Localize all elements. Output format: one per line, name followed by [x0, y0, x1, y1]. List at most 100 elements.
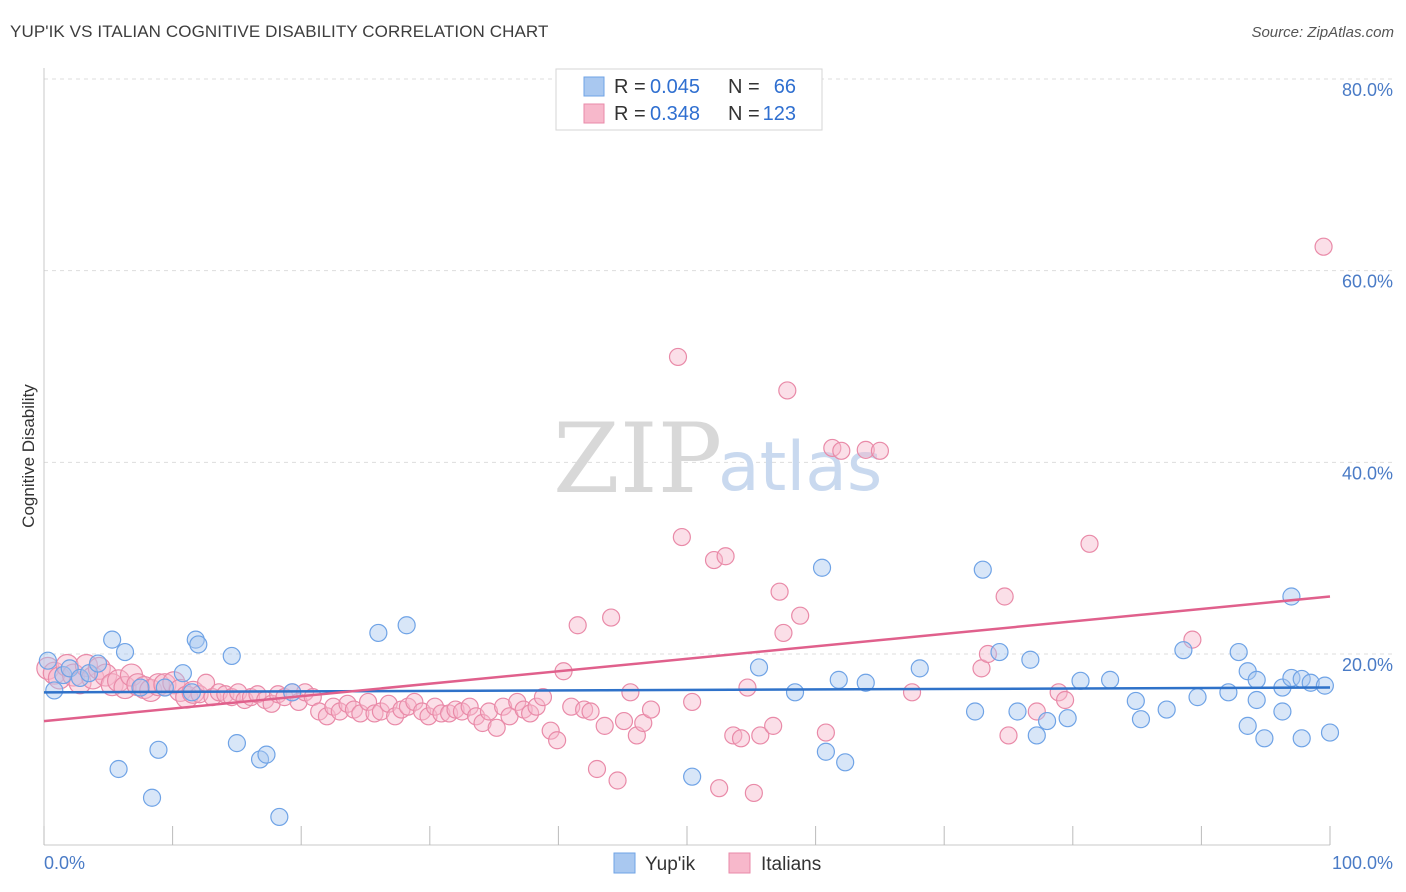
point-yupik-24 — [369, 623, 388, 643]
point-italians-73 — [527, 697, 546, 716]
point-yupik-52 — [1238, 716, 1257, 735]
point-italians-72 — [521, 704, 540, 723]
point-italians-93 — [683, 692, 702, 712]
point-italians-114 — [978, 644, 998, 664]
y-tick-label-80: 80.0% — [1342, 80, 1393, 100]
point-italians-120 — [1080, 534, 1099, 553]
point-italians-86 — [614, 711, 634, 731]
point-italians-81 — [581, 702, 600, 721]
point-italians-99 — [738, 678, 757, 697]
point-yupik-64 — [1320, 723, 1340, 742]
trend-line-italians — [43, 595, 1331, 723]
point-yupik-38 — [1021, 650, 1040, 669]
legend-swatch-italians — [583, 103, 605, 124]
point-italians-44 — [330, 702, 349, 721]
point-italians-109 — [832, 441, 851, 460]
point-italians-84 — [602, 608, 621, 627]
point-italians-67 — [487, 718, 506, 737]
legend-r-label-italians: R = — [614, 103, 646, 125]
bottom-legend-label-italians: Italians — [761, 854, 821, 875]
point-yupik-48 — [1188, 688, 1207, 707]
watermark-zip: ZIP — [553, 403, 722, 515]
point-yupik-11 — [142, 788, 162, 807]
point-yupik-47 — [1174, 641, 1193, 660]
bottom-legend-label-yupik: Yup'ik — [645, 854, 696, 875]
point-yupik-65 — [973, 560, 992, 579]
point-italians-85 — [608, 771, 627, 790]
point-yupik-22 — [270, 807, 289, 827]
point-italians-87 — [621, 683, 640, 702]
point-yupik-7 — [103, 630, 122, 649]
point-italians-76 — [548, 731, 567, 750]
watermark: ZIP atlas — [553, 403, 882, 515]
point-italians-89 — [634, 713, 653, 733]
point-yupik-36 — [990, 642, 1009, 662]
point-yupik-44 — [1126, 691, 1145, 711]
point-yupik-12 — [149, 740, 168, 759]
y-tick-label-20: 20.0% — [1342, 655, 1393, 675]
point-italians-94 — [704, 550, 724, 570]
point-yupik-18 — [222, 646, 241, 666]
point-italians-96 — [716, 547, 735, 566]
point-yupik-8 — [109, 759, 128, 779]
point-italians-80 — [575, 700, 594, 719]
legend-r-value-italians: 0.348 — [650, 103, 700, 125]
y-tick-labels: 20.0% 40.0% 60.0% 80.0% — [1342, 80, 1393, 675]
point-yupik-28 — [785, 683, 805, 702]
point-italians-48 — [358, 692, 378, 712]
point-yupik-41 — [1058, 709, 1077, 728]
point-italians-106 — [791, 606, 810, 625]
point-yupik-6 — [88, 654, 108, 673]
point-italians-5 — [68, 671, 92, 695]
bottom-legend-swatch-italians — [728, 852, 751, 874]
point-yupik-49 — [1219, 683, 1238, 702]
point-yupik-1 — [45, 681, 64, 700]
bottom-legend: Yup'ik Italians — [613, 852, 821, 875]
point-italians-75 — [541, 721, 560, 740]
point-italians-49 — [365, 704, 384, 723]
point-italians-59 — [432, 704, 451, 723]
point-yupik-19 — [227, 734, 246, 753]
x-tick-label-max: 100.0% — [1332, 853, 1393, 873]
point-italians-61 — [446, 700, 465, 719]
point-yupik-34 — [910, 659, 929, 678]
point-yupik-39 — [1027, 726, 1046, 745]
point-italians-121 — [1183, 630, 1202, 649]
point-italians-90 — [641, 700, 661, 719]
point-italians-8 — [87, 656, 111, 680]
legend-swatch-yupik — [583, 76, 605, 97]
trend-line-yupik — [43, 686, 1331, 694]
point-yupik-54 — [1247, 670, 1266, 689]
point-italians-63 — [460, 697, 479, 716]
point-yupik-35 — [965, 702, 985, 721]
point-yupik-9 — [115, 642, 135, 662]
chart-source: Source: ZipAtlas.com — [1251, 24, 1394, 41]
point-italians-105 — [778, 381, 797, 400]
point-italians-91 — [668, 347, 688, 367]
point-italians-115 — [995, 587, 1014, 606]
bottom-legend-swatch-yupik — [613, 852, 636, 874]
point-yupik-63 — [1315, 676, 1334, 695]
point-yupik-14 — [173, 664, 192, 683]
point-yupik-21 — [257, 745, 276, 764]
legend: R = 0.045 N = 66 R = 0.348 N = 123 — [555, 68, 823, 131]
x-tick-label-min: 0.0% — [44, 853, 85, 873]
point-italians-74 — [533, 688, 553, 707]
point-yupik-43 — [1100, 670, 1120, 689]
point-yupik-55 — [1255, 729, 1274, 748]
point-yupik-17 — [189, 635, 208, 654]
point-italians-50 — [371, 702, 391, 721]
point-yupik-32 — [836, 753, 855, 772]
y-axis-label: Cognitive Disability — [19, 384, 38, 528]
legend-r-label-yupik: R = — [614, 76, 646, 98]
point-italians-110 — [856, 440, 875, 459]
point-yupik-37 — [1008, 702, 1027, 721]
point-yupik-30 — [816, 742, 835, 761]
point-yupik-46 — [1157, 700, 1176, 719]
legend-n-value-yupik: 66 — [774, 76, 796, 98]
point-yupik-4 — [70, 668, 90, 688]
point-italians-107 — [816, 723, 835, 742]
point-yupik-25 — [397, 616, 416, 635]
point-yupik-56 — [1273, 702, 1292, 721]
point-italians-104 — [774, 623, 793, 643]
